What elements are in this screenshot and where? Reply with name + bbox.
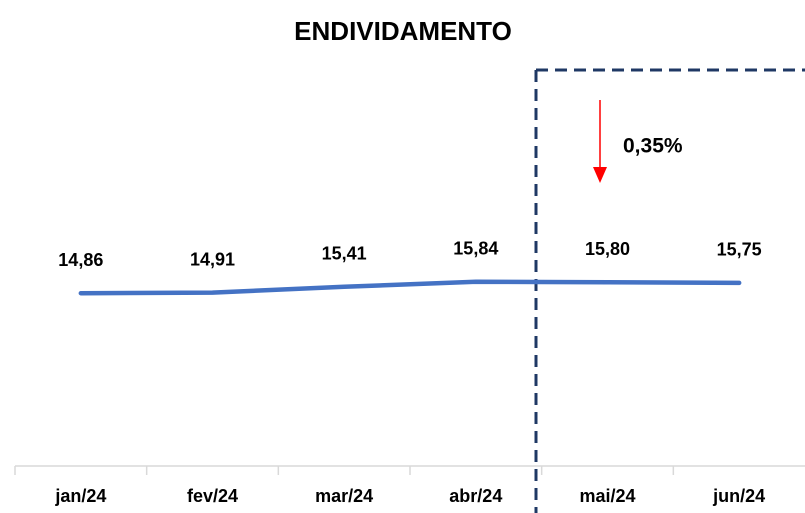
x-tick-label: fev/24 <box>187 486 238 506</box>
x-tick-label: jan/24 <box>54 486 106 506</box>
x-tick-label: mai/24 <box>579 486 635 506</box>
x-tick-label: mar/24 <box>315 486 373 506</box>
arrow-head <box>593 167 607 183</box>
data-label: 15,80 <box>585 239 630 259</box>
annotation: 0,35% <box>623 135 683 158</box>
data-label: 15,41 <box>322 244 367 264</box>
line <box>78 279 742 296</box>
data-label: 15,84 <box>453 239 498 259</box>
data-label: 14,86 <box>58 250 103 270</box>
x-tick-label: abr/24 <box>449 486 502 506</box>
x-tick-label: jun/24 <box>712 486 765 506</box>
chart-title: ENDIVIDAMENTO <box>294 16 512 46</box>
data-label: 15,75 <box>717 240 762 260</box>
data-label: 14,91 <box>190 249 235 269</box>
